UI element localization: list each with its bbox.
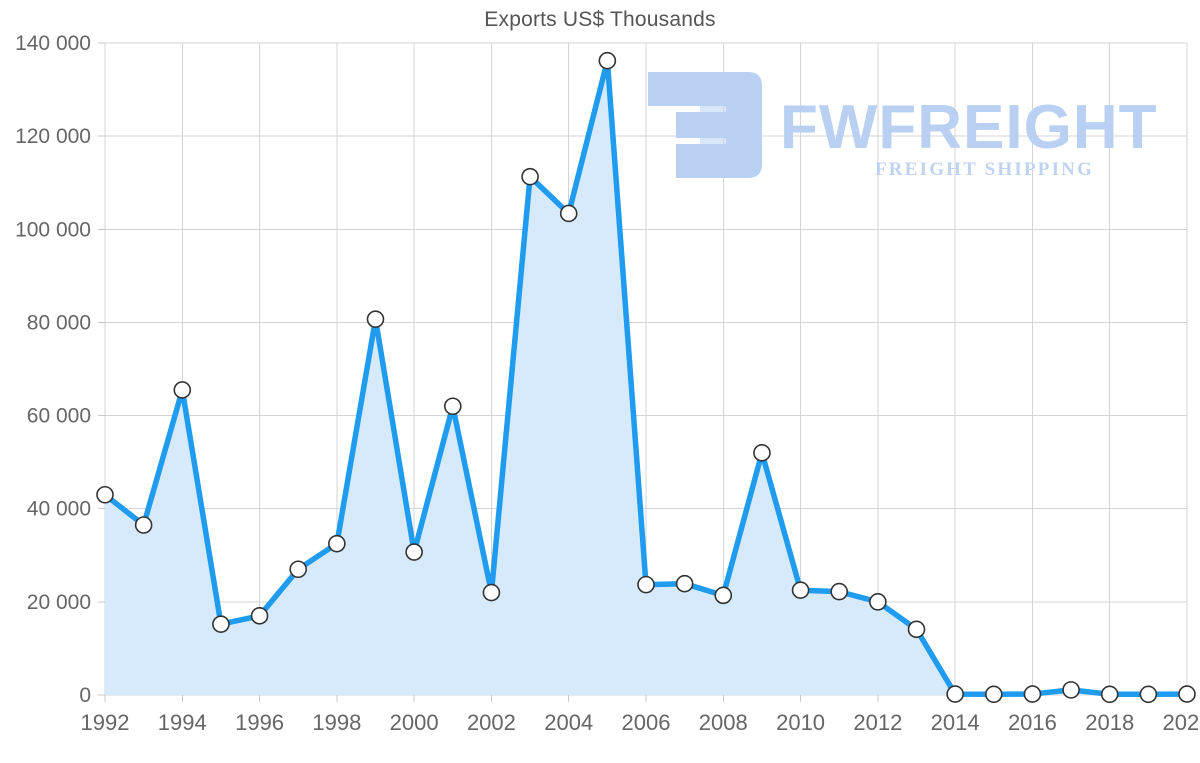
y-axis-tick-label: 0 xyxy=(79,684,91,707)
y-axis-tick-label: 140 000 xyxy=(15,32,91,55)
x-axis-tick-label: 2016 xyxy=(1008,710,1057,735)
x-axis-tick-label: 1998 xyxy=(312,710,361,735)
y-axis-tick-label: 40 000 xyxy=(27,498,91,521)
x-axis-tick-label: 1996 xyxy=(235,710,284,735)
y-axis-tick-label: 100 000 xyxy=(15,218,91,241)
watermark-brand-text: FWFREIGHT xyxy=(780,93,1158,162)
data-point-marker[interactable] xyxy=(289,560,308,579)
data-point-marker[interactable] xyxy=(753,444,771,462)
x-axis-tick-label: 2014 xyxy=(931,710,980,735)
data-point-marker[interactable] xyxy=(559,204,578,223)
data-point-marker[interactable] xyxy=(1100,685,1119,704)
x-axis-tick-label: 2008 xyxy=(699,710,748,735)
data-point-marker[interactable] xyxy=(791,581,810,600)
x-axis-tick-label: 2012 xyxy=(853,710,902,735)
data-point-marker[interactable] xyxy=(328,534,346,553)
chart-title: Exports US$ Thousands xyxy=(484,8,716,31)
fwfreight-logo-mark-inner xyxy=(700,72,762,178)
y-axis-labels-group: 140 000 120 000 100 000 80 000 60 000 40 000 2… xyxy=(15,32,91,707)
data-point-marker[interactable] xyxy=(714,586,733,605)
data-point-marker[interactable] xyxy=(946,685,964,703)
x-axis-labels-group: 1992 1994 1996 1998 2000 2002 2004 2006 2008 2010… xyxy=(81,710,1200,735)
data-point-marker[interactable] xyxy=(869,593,887,611)
data-point-marker[interactable] xyxy=(675,574,694,593)
data-point-marker[interactable] xyxy=(366,310,385,328)
data-point-marker[interactable] xyxy=(1062,681,1080,699)
y-axis-tick-label: 20 000 xyxy=(27,591,91,614)
data-point-marker[interactable] xyxy=(212,615,230,634)
data-point-marker[interactable] xyxy=(134,516,153,534)
x-axis-tick-label: 2002 xyxy=(467,710,516,735)
data-point-marker[interactable] xyxy=(405,543,423,561)
x-axis-tick-label: 2010 xyxy=(776,710,825,735)
series-area-fill xyxy=(105,60,1187,695)
data-point-marker[interactable] xyxy=(1023,685,1042,703)
data-point-marker[interactable] xyxy=(598,51,617,70)
watermark: FWFREIGHT FREIGHT SHIPPING xyxy=(648,72,1158,180)
data-point-marker[interactable] xyxy=(830,582,849,601)
data-point-marker[interactable] xyxy=(250,607,269,625)
x-axis-tick-label: 1994 xyxy=(158,710,207,735)
x-axis-tick-label: 2018 xyxy=(1085,710,1134,735)
data-point-marker[interactable] xyxy=(173,381,192,399)
data-point-marker[interactable] xyxy=(96,485,114,504)
x-axis-tick-label: 2006 xyxy=(622,710,671,735)
x-axis-tick-label: 2000 xyxy=(390,710,439,735)
x-axis-tick-label: 2020 xyxy=(1163,710,1200,735)
data-point-marker[interactable] xyxy=(637,575,655,594)
y-axis-tick-label: 80 000 xyxy=(27,311,91,334)
series-markers-group xyxy=(96,51,1196,704)
data-point-marker[interactable] xyxy=(482,583,501,602)
y-axis-tick-label: 60 000 xyxy=(27,405,91,428)
data-point-marker[interactable] xyxy=(1178,685,1196,703)
data-point-marker[interactable] xyxy=(443,397,462,416)
data-point-marker[interactable] xyxy=(907,620,926,639)
watermark-tagline-text: FREIGHT SHIPPING xyxy=(875,159,1094,180)
x-axis-tick-label: 2004 xyxy=(544,710,593,735)
data-point-marker[interactable] xyxy=(984,685,1003,704)
data-point-marker[interactable] xyxy=(521,167,539,186)
y-axis-tick-label: 120 000 xyxy=(15,125,91,148)
data-point-marker[interactable] xyxy=(1139,685,1158,704)
x-axis-tick-label: 1992 xyxy=(81,710,130,735)
